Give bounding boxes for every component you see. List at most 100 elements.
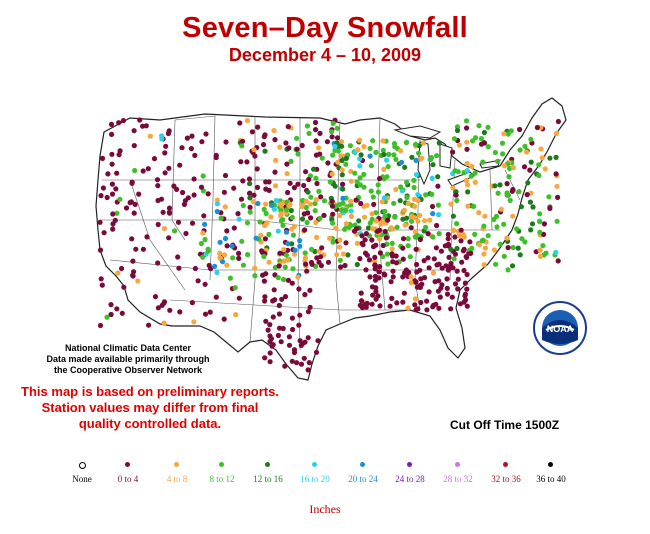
station-dot	[222, 204, 228, 210]
station-dot	[160, 209, 166, 215]
station-dot	[224, 228, 230, 234]
station-dot	[161, 225, 167, 232]
station-dot	[337, 244, 343, 250]
station-dot	[376, 269, 382, 275]
station-dot	[240, 138, 246, 144]
station-dot	[446, 266, 452, 272]
legend-dot	[125, 462, 130, 467]
map-subtitle: December 4 – 10, 2009	[228, 45, 422, 65]
station-dot	[504, 181, 510, 187]
station-dot	[289, 214, 295, 221]
credit-line-1: National Climatic Data Center	[64, 343, 192, 353]
station-dot	[394, 300, 400, 306]
station-dot	[316, 259, 322, 265]
station-dot	[348, 213, 354, 219]
station-dot	[465, 189, 471, 195]
station-dot	[498, 206, 504, 212]
station-dot	[306, 176, 312, 183]
station-dot	[398, 159, 405, 165]
station-dot	[329, 203, 336, 209]
station-dot	[309, 246, 315, 252]
station-dot	[445, 241, 451, 247]
station-dot	[271, 287, 277, 293]
station-dot	[493, 261, 499, 267]
station-dot	[469, 163, 475, 170]
station-dot	[191, 319, 197, 325]
station-dot	[304, 219, 310, 226]
station-dot	[222, 235, 229, 242]
station-dot	[517, 147, 523, 153]
station-dot	[229, 243, 235, 249]
station-dot	[371, 201, 377, 207]
station-dot	[155, 183, 161, 189]
station-dot	[199, 139, 205, 145]
station-dot	[416, 150, 422, 156]
station-dot	[419, 281, 425, 287]
station-dot	[254, 184, 261, 190]
station-dot	[257, 219, 263, 225]
station-dot	[439, 265, 445, 271]
station-dot	[367, 153, 373, 159]
station-dot	[345, 252, 351, 258]
station-dot	[423, 192, 429, 198]
station-dot	[252, 153, 258, 159]
station-dot	[189, 300, 195, 306]
station-dot	[413, 141, 419, 147]
station-dot	[436, 231, 442, 237]
station-dot	[267, 350, 273, 356]
station-dot	[381, 151, 387, 158]
station-dot	[472, 179, 478, 185]
station-dot	[135, 278, 141, 284]
station-dot	[262, 355, 268, 361]
station-dot	[258, 232, 264, 238]
station-dot	[289, 280, 295, 286]
station-dot	[450, 213, 456, 219]
station-dot	[465, 182, 471, 188]
station-dot	[155, 197, 161, 204]
station-dot	[554, 218, 560, 224]
station-dot	[313, 349, 320, 355]
station-dot	[372, 262, 378, 268]
station-dot	[357, 156, 363, 162]
station-dot	[294, 135, 300, 141]
station-dot	[263, 186, 269, 192]
station-dot	[276, 263, 282, 269]
state-lines	[100, 115, 521, 351]
station-dot	[445, 231, 451, 238]
station-dot	[451, 256, 457, 262]
station-dot	[251, 192, 257, 198]
station-dot	[361, 214, 368, 220]
station-dot	[133, 246, 139, 252]
station-dot	[538, 146, 544, 152]
station-dot	[275, 275, 281, 281]
station-dot	[429, 175, 435, 181]
station-dot	[470, 138, 476, 144]
station-dot	[492, 149, 498, 156]
station-dot	[435, 202, 441, 208]
station-dot	[318, 194, 324, 200]
station-dot	[333, 203, 340, 209]
station-dot	[438, 248, 444, 254]
station-dot	[272, 169, 278, 175]
station-dot	[177, 162, 183, 168]
station-dot	[121, 284, 127, 290]
legend-label: 0 to 4	[117, 474, 139, 484]
station-dot	[302, 292, 308, 298]
station-dot	[481, 129, 487, 136]
station-dot	[324, 139, 330, 145]
station-dot	[105, 171, 111, 177]
station-dot	[140, 246, 146, 252]
station-dot	[327, 235, 333, 241]
station-dot	[206, 262, 212, 269]
station-dot	[381, 176, 387, 182]
station-dot	[246, 176, 253, 182]
station-dot	[430, 270, 436, 276]
station-dot	[481, 223, 487, 229]
station-dot	[268, 202, 275, 208]
station-dot	[480, 237, 486, 243]
station-dot	[386, 151, 392, 157]
station-dot	[192, 265, 198, 272]
station-dot	[509, 263, 516, 269]
station-dot	[343, 161, 349, 167]
station-dot	[499, 140, 506, 146]
